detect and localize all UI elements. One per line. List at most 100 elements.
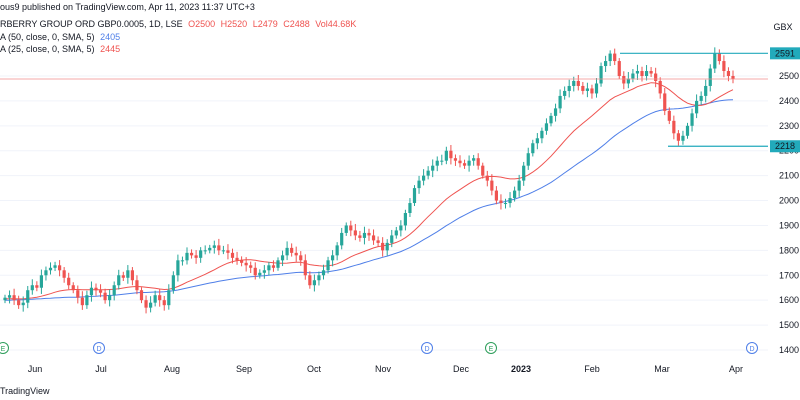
candle-body[interactable] bbox=[299, 255, 303, 261]
candle-body[interactable] bbox=[622, 76, 626, 84]
candle-body[interactable] bbox=[276, 260, 280, 268]
candle-body[interactable] bbox=[262, 270, 266, 273]
candle-body[interactable] bbox=[626, 78, 630, 84]
event-marker-dividend[interactable] bbox=[421, 342, 433, 354]
candle-body[interactable] bbox=[58, 265, 62, 271]
candle-body[interactable] bbox=[203, 250, 207, 252]
candle-body[interactable] bbox=[526, 153, 530, 166]
candle-body[interactable] bbox=[117, 275, 121, 286]
candle-body[interactable] bbox=[453, 158, 458, 161]
candle-body[interactable] bbox=[358, 235, 362, 238]
candle-body[interactable] bbox=[317, 275, 321, 281]
horizontal-levels[interactable]: 2591 2218 bbox=[0, 47, 800, 153]
candle-body[interactable] bbox=[713, 53, 717, 69]
candle-body[interactable] bbox=[217, 245, 221, 251]
candle-body[interactable] bbox=[485, 175, 489, 181]
candle-body[interactable] bbox=[572, 80, 576, 86]
candle-body[interactable] bbox=[258, 272, 262, 276]
candle-body[interactable] bbox=[594, 83, 599, 94]
candle-body[interactable] bbox=[417, 180, 421, 189]
candle-body[interactable] bbox=[67, 277, 71, 286]
candle-body[interactable] bbox=[7, 295, 12, 298]
candle-body[interactable] bbox=[44, 270, 48, 276]
candle-body[interactable] bbox=[458, 160, 462, 164]
candle-body[interactable] bbox=[121, 275, 125, 278]
candle-body[interactable] bbox=[80, 297, 84, 306]
candle-body[interactable] bbox=[194, 255, 198, 258]
candlesticks[interactable] bbox=[3, 47, 735, 314]
candle-body[interactable] bbox=[21, 302, 25, 306]
candle-body[interactable] bbox=[631, 73, 635, 79]
event-marker-dividend[interactable] bbox=[93, 342, 105, 354]
candle-body[interactable] bbox=[149, 302, 153, 308]
candle-body[interactable] bbox=[290, 247, 294, 253]
candle-body[interactable] bbox=[535, 138, 539, 144]
candle-body[interactable] bbox=[426, 170, 430, 176]
candle-body[interactable] bbox=[449, 150, 453, 159]
candle-body[interactable] bbox=[490, 180, 494, 191]
candle-body[interactable] bbox=[408, 203, 412, 213]
ma25-legend[interactable]: A (25, close, 0, SMA, 5) 2445 bbox=[0, 44, 120, 55]
candle-body[interactable] bbox=[531, 143, 535, 154]
candle-body[interactable] bbox=[494, 190, 498, 201]
candle-body[interactable] bbox=[312, 280, 316, 286]
candle-body[interactable] bbox=[176, 260, 180, 276]
candle-body[interactable] bbox=[717, 53, 721, 62]
candle-body[interactable] bbox=[294, 252, 298, 256]
candle-body[interactable] bbox=[394, 230, 398, 236]
candle-body[interactable] bbox=[171, 275, 175, 291]
candle-body[interactable] bbox=[722, 61, 726, 72]
candle-body[interactable] bbox=[335, 245, 339, 256]
candle-body[interactable] bbox=[230, 252, 235, 258]
candle-body[interactable] bbox=[608, 53, 612, 62]
candle-body[interactable] bbox=[199, 250, 203, 258]
candle-body[interactable] bbox=[162, 300, 166, 306]
candle-body[interactable] bbox=[62, 270, 66, 278]
candle-body[interactable] bbox=[435, 160, 439, 166]
candle-body[interactable] bbox=[285, 247, 289, 256]
candle-body[interactable] bbox=[326, 260, 330, 271]
candle-body[interactable] bbox=[663, 93, 667, 111]
candle-body[interactable] bbox=[112, 285, 116, 296]
candle-body[interactable] bbox=[590, 88, 594, 94]
candle-body[interactable] bbox=[367, 232, 371, 236]
candle-body[interactable] bbox=[94, 287, 98, 291]
candle-body[interactable] bbox=[353, 230, 357, 236]
candle-body[interactable] bbox=[699, 95, 703, 101]
candle-body[interactable] bbox=[108, 295, 112, 301]
candle-body[interactable] bbox=[672, 120, 676, 134]
candle-body[interactable] bbox=[476, 158, 480, 166]
candle-body[interactable] bbox=[340, 232, 344, 246]
candle-body[interactable] bbox=[704, 85, 708, 96]
candle-body[interactable] bbox=[235, 257, 239, 261]
candle-body[interactable] bbox=[308, 275, 312, 286]
candle-body[interactable] bbox=[48, 267, 53, 271]
candle-body[interactable] bbox=[635, 71, 640, 74]
candle-body[interactable] bbox=[513, 190, 517, 199]
candle-body[interactable] bbox=[522, 165, 526, 181]
candle-body[interactable] bbox=[617, 61, 621, 76]
level-price-tag[interactable] bbox=[770, 140, 800, 153]
level-price-tag[interactable] bbox=[770, 47, 800, 60]
candle-body[interactable] bbox=[240, 260, 244, 263]
candle-body[interactable] bbox=[481, 165, 485, 176]
candle-body[interactable] bbox=[549, 115, 553, 124]
candle-body[interactable] bbox=[553, 108, 558, 116]
candle-body[interactable] bbox=[139, 290, 144, 301]
candle-body[interactable] bbox=[144, 300, 148, 308]
candle-body[interactable] bbox=[544, 123, 549, 131]
candle-body[interactable] bbox=[440, 160, 444, 162]
candle-body[interactable] bbox=[98, 290, 103, 293]
candle-body[interactable] bbox=[35, 285, 39, 288]
candle-body[interactable] bbox=[563, 90, 567, 96]
candle-body[interactable] bbox=[431, 165, 435, 171]
candle-body[interactable] bbox=[690, 113, 694, 126]
candle-body[interactable] bbox=[135, 280, 139, 291]
candle-body[interactable] bbox=[362, 232, 367, 238]
candle-body[interactable] bbox=[12, 295, 16, 301]
candle-body[interactable] bbox=[17, 300, 21, 306]
candle-body[interactable] bbox=[390, 235, 394, 243]
candle-body[interactable] bbox=[376, 240, 380, 243]
